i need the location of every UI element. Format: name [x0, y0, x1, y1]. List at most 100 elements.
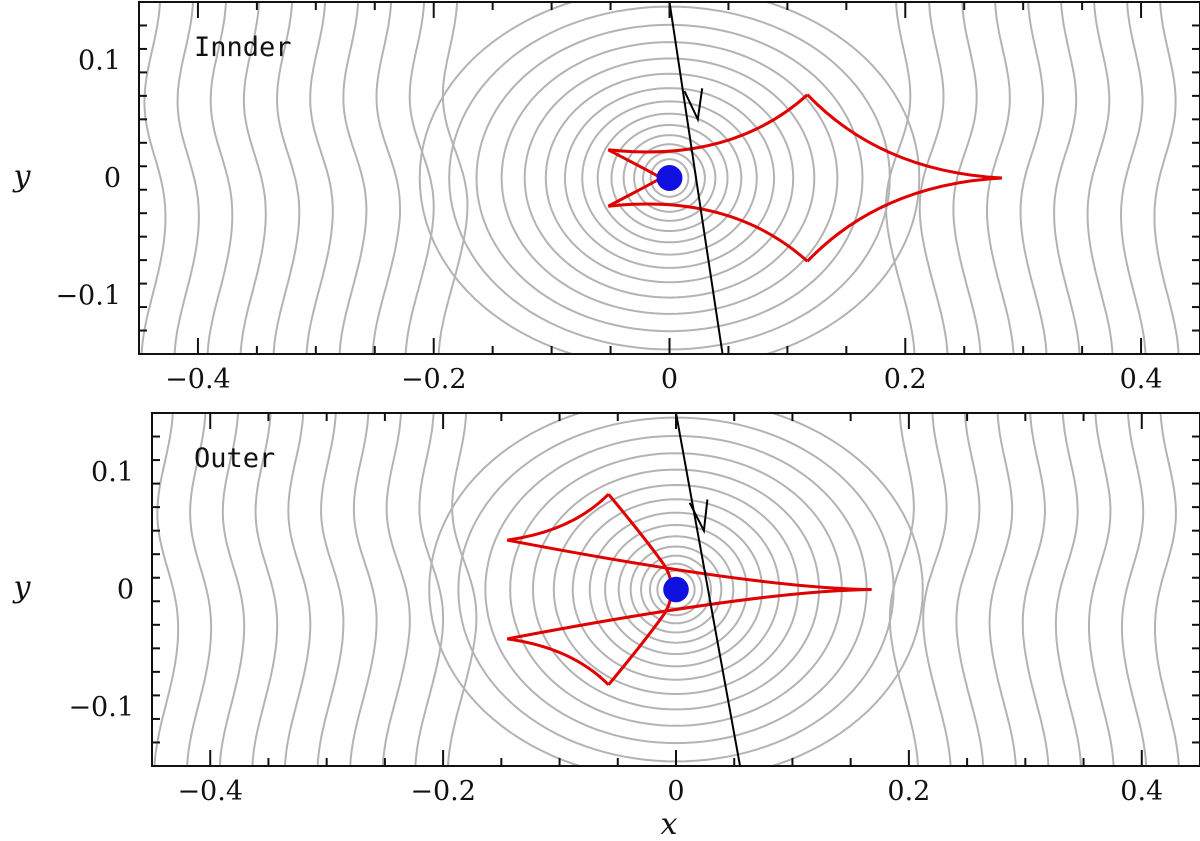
- caustic-segment: [506, 538, 872, 591]
- contour-line: [544, 72, 795, 284]
- contour-line: [1154, 413, 1180, 766]
- y-axis-label: y: [12, 570, 32, 605]
- caustic-curve: [506, 493, 872, 686]
- x-tick-label: 0: [667, 776, 684, 807]
- contour-line: [272, 2, 301, 354]
- axis-ticks: −0.4 −0.2 0 0.2 0.4 −0.1 0 0.1: [68, 412, 1200, 807]
- caustic-segment: [506, 493, 610, 542]
- y-tick-label: 0: [104, 163, 121, 194]
- contour-line: [381, 413, 411, 766]
- contour-line: [1121, 413, 1148, 766]
- contour-line: [955, 413, 985, 766]
- contour-line: [523, 57, 816, 299]
- contour-line: [284, 413, 312, 766]
- contour-line: [251, 413, 279, 766]
- y-tick-label: −0.1: [55, 280, 121, 311]
- contour-line: [888, 413, 919, 766]
- x-tick-label: −0.4: [177, 776, 243, 807]
- source-trajectory: [668, 2, 724, 354]
- contour-line: [648, 562, 704, 617]
- contour-line: [622, 134, 717, 222]
- contour-line: [1088, 413, 1115, 766]
- trajectory-arrow: [688, 499, 709, 535]
- caustic-segment: [608, 93, 809, 154]
- contour-line: [642, 151, 697, 205]
- contour-line: [1086, 2, 1114, 354]
- magnification-contours: [140, 2, 1180, 354]
- source-trajectory: [675, 413, 742, 766]
- contour-line: [884, 2, 916, 354]
- contour-line: [610, 124, 729, 232]
- contour-line: [500, 41, 839, 315]
- contour-line: [656, 569, 696, 610]
- contour-line: [371, 2, 401, 354]
- contour-line: [484, 434, 868, 745]
- contour-line: [457, 416, 895, 763]
- contour-line: [418, 2, 921, 354]
- contour-line: [218, 413, 246, 766]
- y-tick-label: −0.1: [68, 692, 134, 723]
- contour-line: [316, 413, 345, 766]
- x-tick-label: 0.4: [1120, 776, 1163, 807]
- contour-line: [140, 2, 167, 354]
- contour-line: [1054, 413, 1082, 766]
- caustic-segment: [806, 93, 1002, 180]
- caustic-curve: [607, 93, 1002, 263]
- caustic-segment: [806, 176, 1002, 263]
- contour-line: [617, 535, 735, 644]
- contour-line: [186, 413, 213, 766]
- contour-line: [952, 2, 982, 354]
- contour-line: [588, 511, 764, 668]
- contour-line: [428, 413, 924, 766]
- trajectory-line: [675, 413, 742, 766]
- x-tick-label: 0: [661, 364, 678, 395]
- caustic-segment: [506, 637, 610, 686]
- contour-line: [509, 452, 843, 727]
- caustic-segment: [608, 202, 809, 263]
- axis-ticks: −0.4 −0.2 0 0.2 0.4 −0.1 0 0.1: [55, 1, 1200, 395]
- trajectory-arrow: [683, 88, 704, 123]
- contour-line: [563, 87, 776, 269]
- contour-line: [640, 554, 712, 625]
- y-tick-label: 0.1: [91, 457, 134, 488]
- contour-line: [437, 2, 469, 354]
- x-tick-label: −0.2: [401, 364, 467, 395]
- contour-line: [447, 413, 478, 766]
- x-tick-label: 0.2: [887, 776, 930, 807]
- contour-line: [414, 413, 445, 766]
- contour-line: [1053, 2, 1081, 354]
- trajectory-line: [668, 2, 724, 354]
- contour-line: [1119, 2, 1147, 354]
- x-tick-label: 0.4: [1120, 364, 1163, 395]
- contour-line: [153, 413, 180, 766]
- panel-outer: −0.4 −0.2 0 0.2 0.4 −0.1 0 0.1 Outer y x: [12, 412, 1200, 841]
- panel-label: Outer: [194, 443, 275, 474]
- contour-line: [338, 2, 368, 354]
- y-axis-label: y: [12, 159, 32, 194]
- contour-line: [988, 413, 1017, 766]
- contour-line: [581, 100, 758, 256]
- contour-line: [239, 2, 267, 354]
- contour-line: [173, 2, 200, 354]
- contour-line: [571, 498, 781, 681]
- contour-line: [922, 413, 952, 766]
- contour-line: [1153, 2, 1180, 354]
- x-tick-label: 0.2: [884, 364, 927, 395]
- contour-line: [448, 5, 891, 351]
- caustic-segment: [607, 614, 665, 686]
- contour-line: [475, 23, 864, 333]
- panel-label: Innder: [194, 32, 292, 63]
- contour-line: [404, 2, 435, 354]
- source-disk: [663, 576, 689, 603]
- panel-inner: −0.4 −0.2 0 0.2 0.4 −0.1 0 0.1 Innder y: [12, 1, 1200, 395]
- caustic-segment: [607, 493, 665, 565]
- contour-line: [629, 545, 723, 634]
- contour-line: [918, 2, 949, 354]
- contour-line: [349, 413, 378, 766]
- y-tick-label: 0.1: [78, 46, 121, 77]
- contour-line: [1021, 413, 1050, 766]
- caustic-segment: [506, 588, 872, 641]
- source-disk: [656, 165, 683, 191]
- contour-line: [1019, 2, 1048, 354]
